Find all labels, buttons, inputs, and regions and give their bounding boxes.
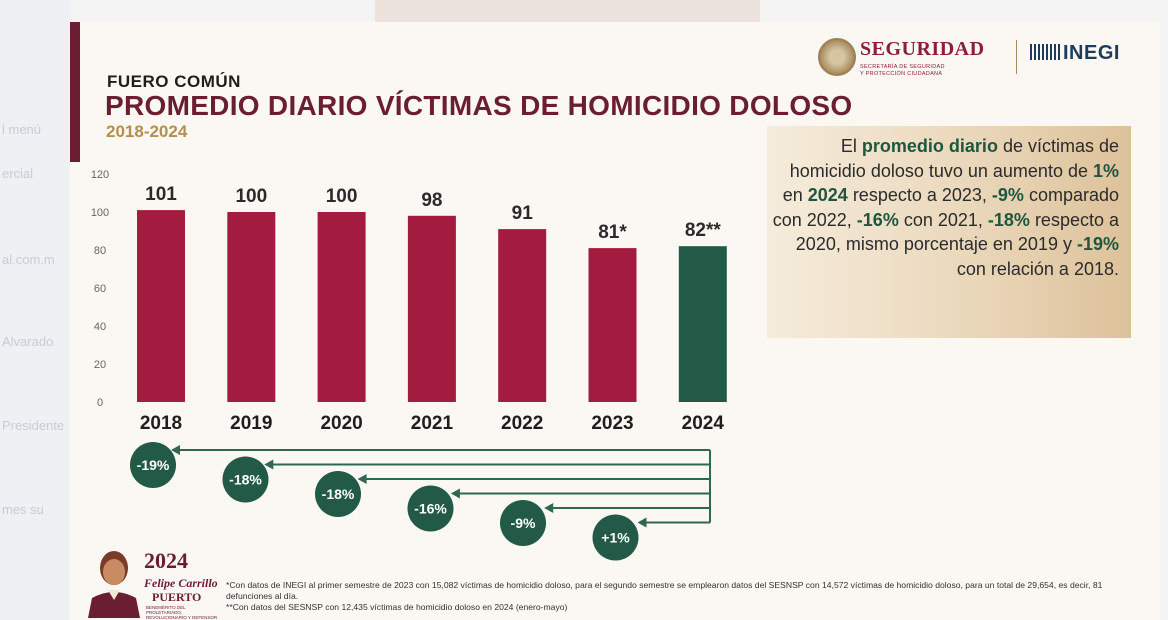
x-axis-labels: 2018 2019 2020 2021 2022 2023 2024 [140, 413, 725, 434]
comparison-badge-2020 [315, 471, 361, 517]
value-label-2024: 82** [685, 220, 722, 241]
comparison-badge-2018 [130, 442, 176, 488]
header-logos: SEGURIDAD SECRETARÍA DE SEGURIDAD Y PROT… [818, 36, 1148, 80]
summary-box: El promedio diario de víctimas de homici… [767, 126, 1131, 338]
bar-2020 [317, 212, 366, 402]
value-label-2023: 81* [598, 222, 627, 243]
bar-2024 [678, 246, 727, 402]
y-tick-label: 120 [91, 169, 109, 181]
comparison-arrow-head-2023 [637, 517, 647, 528]
footer-logo-tagline: BENEMÉRITO DEL PROLETARIADO, REVOLUCIONA… [146, 605, 218, 620]
comparison-arrow-head-2020 [357, 474, 367, 484]
background-page-top [375, 0, 760, 22]
bar-2021 [407, 215, 456, 402]
bar-2022 [498, 229, 547, 402]
slide-kicker: FUERO COMÚN [107, 72, 241, 91]
y-tick-label: 80 [94, 245, 106, 257]
inegi-logo-text: INEGI [1063, 42, 1120, 64]
seguridad-logo-subtitle: Y PROTECCIÓN CIUDADANA [860, 71, 943, 77]
comparison-badge-2019 [222, 456, 269, 503]
y-tick-label: 100 [91, 207, 109, 219]
x-tick-label-2020: 2020 [320, 413, 362, 434]
comparison-badge-2021 [407, 485, 454, 532]
bar-2018 [137, 210, 185, 402]
seguridad-logo-text: SEGURIDAD [860, 38, 985, 60]
comparison-badge-label-2019: -18% [229, 472, 262, 488]
y-tick-label: 40 [94, 321, 106, 333]
value-label-2021: 98 [421, 190, 442, 211]
value-label-2022: 91 [512, 203, 534, 224]
slide: SEGURIDAD SECRETARÍA DE SEGURIDAD Y PROT… [70, 22, 1160, 620]
comparison-arrow-head-2021 [450, 488, 460, 499]
comparison-badge-label-2022: -9% [511, 515, 536, 531]
comparison-badge-label-2021: -16% [414, 501, 447, 517]
inegi-bars-icon [1030, 44, 1060, 60]
footnotes: *Con datos de INEGI al primer semestre d… [226, 580, 1106, 613]
comparison-badge-label-2020: -18% [322, 486, 355, 502]
footer-logo-year: 2024 [144, 548, 188, 573]
footnote: *Con datos de INEGI al primer semestre d… [226, 580, 1103, 601]
slide-period: 2018-2024 [106, 122, 188, 141]
background-ghost-text: al.com.m [2, 252, 55, 267]
mexico-seal-icon [818, 38, 856, 76]
x-tick-label-2021: 2021 [411, 413, 454, 434]
comparison-arrow-head-2018 [171, 445, 180, 455]
comparison-arrow-head-2022 [544, 503, 554, 513]
bar-2023 [588, 248, 637, 402]
portrait-icon [88, 551, 140, 618]
comparison-badge-label-2023: +1% [601, 530, 630, 546]
value-label-2019: 100 [235, 186, 267, 207]
y-axis: 0 20 40 60 80 100 120 [91, 169, 109, 409]
background-page-left: l menú ercial al.com.m Alvarado Presidente me… [0, 0, 70, 620]
x-tick-label-2023: 2023 [591, 413, 633, 434]
value-label-2018: 101 [145, 184, 177, 205]
background-ghost-text: Presidente [2, 418, 65, 433]
inegi-logo: INEGI [1030, 42, 1120, 65]
x-tick-label-2024: 2024 [682, 413, 725, 434]
footer-logo-name: PUERTO [152, 590, 202, 604]
comparison-badge-2023 [592, 514, 639, 561]
slide-title: PROMEDIO DIARIO VÍCTIMAS DE HOMICIDIO DO… [105, 90, 853, 121]
logo-divider [1016, 40, 1017, 74]
background-ghost-text: ercial [2, 166, 34, 181]
background-ghost-text: Alvarado [2, 334, 54, 349]
x-tick-label-2018: 2018 [140, 413, 182, 434]
y-tick-label: 20 [94, 359, 106, 371]
background-ghost-text: mes su [2, 502, 44, 517]
comparison-badge-2022 [500, 500, 546, 546]
seguridad-logo-subtitle: SECRETARÍA DE SEGURIDAD [860, 64, 945, 70]
comparison-arrow-head-2019 [264, 459, 274, 470]
value-label-2020: 100 [326, 186, 358, 207]
x-tick-label-2019: 2019 [230, 413, 272, 434]
summary-text: El promedio diario de víctimas de homici… [772, 136, 1119, 279]
bar-chart: 0 20 40 60 80 100 120 101 100 100 98 91 81* 82** 201… [91, 169, 727, 561]
value-labels: 101 100 100 98 91 81* 82** [145, 184, 721, 243]
comparison-badge-label-2018: -19% [137, 457, 170, 473]
x-tick-label-2022: 2022 [501, 413, 543, 434]
footer-logo-name: Felipe Carrillo [144, 576, 218, 590]
footnote: **Con datos del SESNSP con 12,435 víctim… [226, 602, 568, 612]
comparison-arrows: -19% -18% -18% -16% -9% +1% [130, 442, 711, 561]
slide-accent-bar [70, 22, 80, 162]
bar-2019 [227, 212, 276, 402]
background-ghost-text: l menú [2, 122, 42, 137]
footer-logo: 2024 Felipe Carrillo PUERTO BENEMÉRITO D… [80, 542, 220, 620]
y-tick-label: 60 [94, 283, 106, 295]
bars [137, 210, 727, 402]
y-tick-label: 0 [97, 397, 103, 409]
